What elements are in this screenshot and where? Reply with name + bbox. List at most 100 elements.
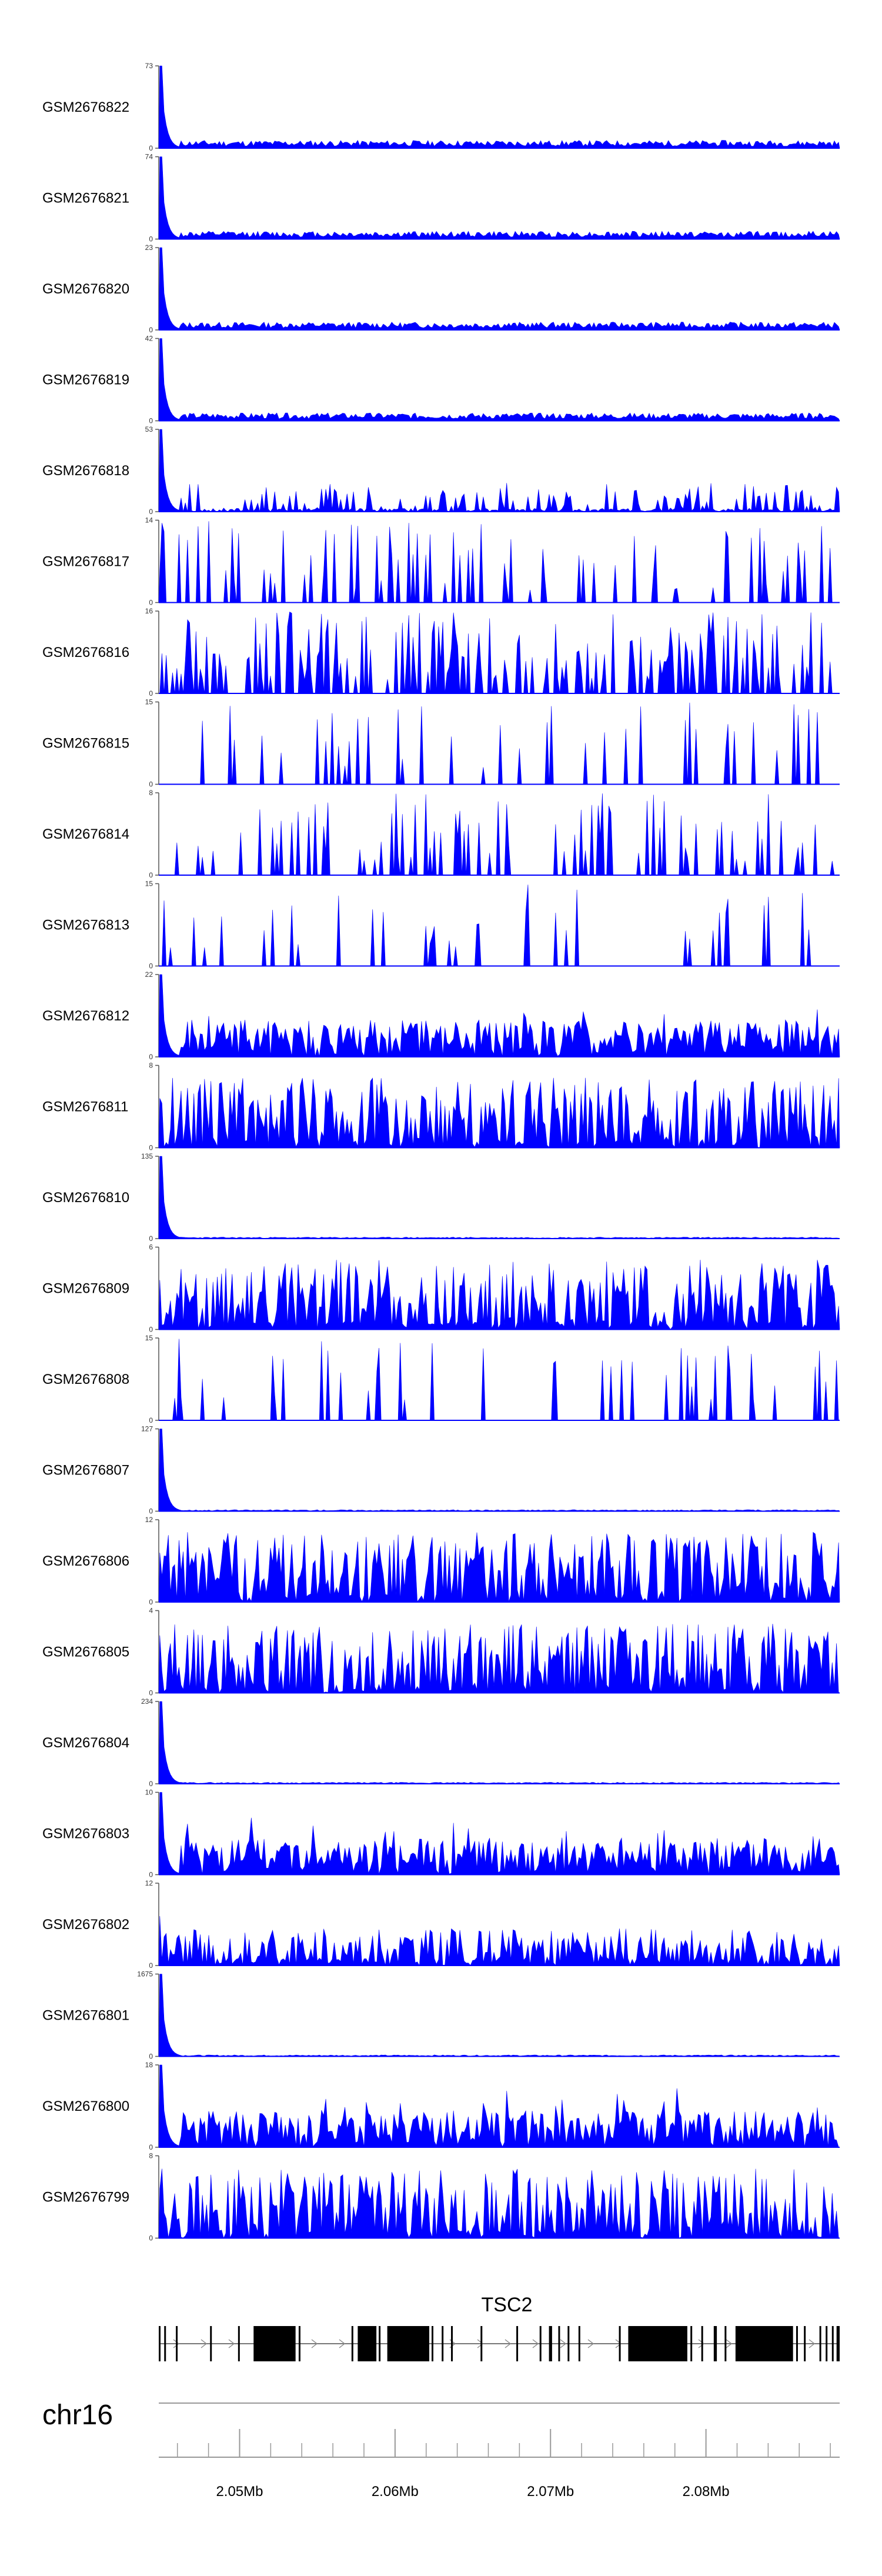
track-GSM2676809: GSM2676809 6 0	[42, 1243, 840, 1334]
track-label: GSM2676807	[42, 1463, 129, 1479]
y-max-label: 15	[145, 698, 153, 706]
y-max-label: 74	[145, 153, 153, 161]
track-GSM2676814: GSM2676814 8 0	[42, 789, 840, 879]
exon-block	[442, 2326, 444, 2361]
track-label: GSM2676813	[42, 917, 129, 933]
coverage-area	[158, 1429, 840, 1511]
y-min-label: 0	[149, 689, 153, 698]
exon-block	[298, 2326, 300, 2361]
track-GSM2676815: GSM2676815 15 0	[42, 698, 840, 789]
y-max-label: 22	[145, 970, 153, 979]
exon-block	[836, 2326, 840, 2361]
y-min-label: 0	[149, 417, 153, 425]
track-GSM2676799: GSM2676799 8 0	[42, 2152, 840, 2243]
coverage-area	[158, 338, 840, 421]
coverage-area	[158, 521, 840, 603]
track-label: GSM2676809	[42, 1281, 129, 1297]
y-max-label: 127	[141, 1425, 153, 1433]
track-label: GSM2676820	[42, 281, 129, 297]
track-GSM2676807: GSM2676807 127 0	[42, 1425, 840, 1516]
y-max-label: 14	[145, 516, 153, 525]
track-label: GSM2676808	[42, 1372, 129, 1387]
coverage-area	[158, 1701, 840, 1784]
y-min-label: 0	[149, 1689, 153, 1697]
track-GSM2676806: GSM2676806 12 0	[42, 1516, 840, 1606]
track-label: GSM2676819	[42, 372, 129, 388]
track-label: GSM2676804	[42, 1735, 129, 1751]
strand-arrow-icon	[505, 2339, 512, 2348]
track-GSM2676804: GSM2676804 234 0	[42, 1697, 840, 1788]
y-max-label: 6	[149, 1243, 153, 1252]
coverage-area	[159, 885, 840, 966]
exon-block	[431, 2326, 433, 2361]
y-max-label: 15	[145, 1334, 153, 1342]
y-min-label: 0	[149, 1144, 153, 1152]
strand-arrow-icon	[339, 2339, 346, 2348]
track-label: GSM2676814	[42, 826, 129, 842]
track-label: GSM2676816	[42, 645, 129, 660]
exon-block	[724, 2326, 727, 2361]
track-label: GSM2676806	[42, 1553, 129, 1569]
track-label: GSM2676801	[42, 2008, 129, 2024]
track-GSM2676822: GSM2676822 73 0	[42, 62, 840, 152]
y-min-label: 0	[149, 508, 153, 516]
gene-annotation-track: TSC2	[159, 2294, 840, 2361]
chromosome-label: chr16	[42, 2400, 113, 2431]
exon-block	[690, 2326, 693, 2361]
x-tick-label: 2.07Mb	[527, 2484, 574, 2500]
y-max-label: 16	[145, 607, 153, 615]
strand-arrow-icon	[477, 2339, 484, 2348]
x-tick-label: 2.08Mb	[683, 2484, 730, 2500]
track-label: GSM2676802	[42, 1917, 129, 1933]
track-label: GSM2676803	[42, 1826, 129, 1842]
y-min-label: 0	[149, 1507, 153, 1516]
track-label: GSM2676811	[42, 1099, 128, 1115]
track-label: GSM2676812	[42, 1008, 129, 1024]
strand-arrow-icon	[560, 2339, 567, 2348]
track-GSM2676812: GSM2676812 22 0	[42, 970, 840, 1061]
track-GSM2676800: GSM2676800 18 0	[42, 2061, 840, 2151]
exon-block	[735, 2326, 793, 2361]
y-max-label: 4	[149, 1607, 153, 1615]
exon-block	[567, 2326, 570, 2361]
exon-block	[628, 2326, 687, 2361]
strand-arrow-icon	[698, 2339, 705, 2348]
y-min-label: 0	[149, 1780, 153, 1788]
coverage-area	[158, 1974, 840, 2057]
exon-block	[713, 2326, 717, 2361]
exon-block	[831, 2326, 834, 2361]
exon-block	[539, 2326, 542, 2361]
coverage-tracks: GSM2676822730GSM2676821740GSM2676820230G…	[42, 62, 840, 2243]
exon-block	[253, 2326, 296, 2361]
y-min-label: 0	[149, 1326, 153, 1334]
gene-name-label: TSC2	[482, 2294, 533, 2316]
coverage-area	[159, 1339, 840, 1421]
coverage-area	[158, 1077, 840, 1148]
strand-arrow-icon	[615, 2339, 622, 2348]
exon-block	[238, 2326, 240, 2361]
coverage-area	[158, 2168, 840, 2239]
track-label: GSM2676818	[42, 463, 129, 479]
y-max-label: 73	[145, 62, 153, 70]
y-min-label: 0	[149, 1234, 153, 1243]
y-min-label: 0	[149, 1053, 153, 1061]
y-min-label: 0	[149, 1871, 153, 1879]
track-GSM2676801: GSM2676801 1675 0	[42, 1970, 840, 2061]
strand-arrow-icon	[532, 2339, 539, 2348]
track-GSM2676818: GSM2676818 53 0	[42, 425, 840, 516]
track-GSM2676808: GSM2676808 15 0	[42, 1334, 840, 1424]
coverage-area	[158, 429, 840, 513]
y-max-label: 8	[149, 789, 153, 797]
exon-block	[387, 2326, 430, 2361]
exon-block	[701, 2326, 703, 2361]
coverage-area	[158, 2064, 840, 2148]
strand-arrow-icon	[808, 2339, 816, 2348]
coverage-area	[158, 1792, 840, 1875]
exon-block	[159, 2326, 161, 2361]
y-min-label: 0	[149, 962, 153, 970]
exon-block	[549, 2326, 552, 2361]
y-max-label: 8	[149, 1062, 153, 1070]
track-label: GSM2676805	[42, 1644, 129, 1660]
y-min-label: 0	[149, 144, 153, 152]
y-min-label: 0	[149, 2053, 153, 2061]
